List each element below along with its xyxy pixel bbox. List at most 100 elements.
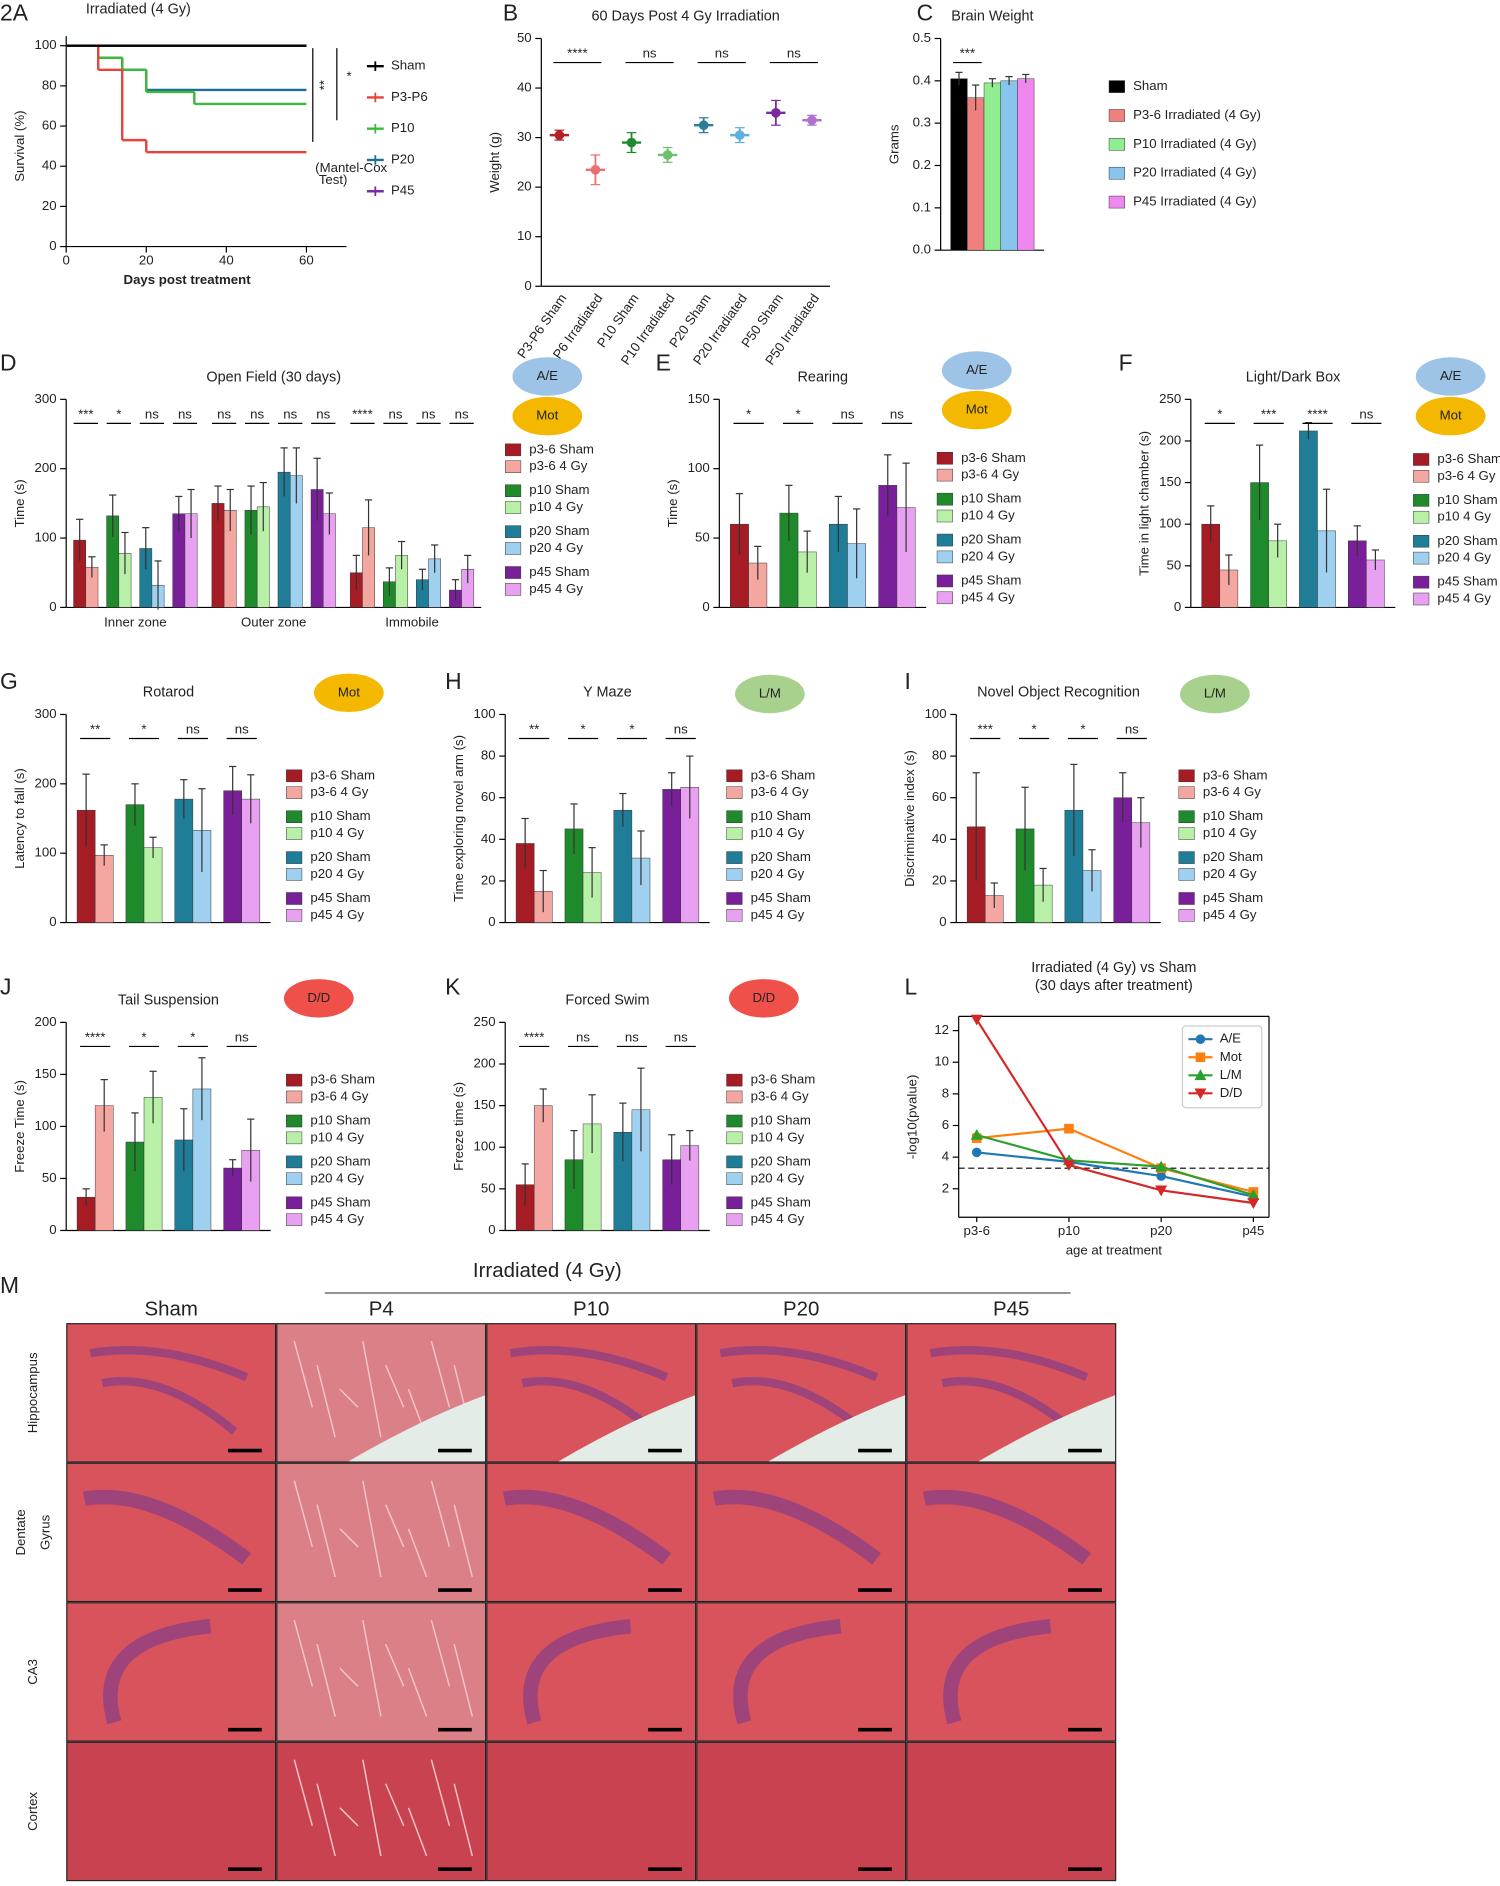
y-tick-label: 250 xyxy=(474,1014,496,1029)
row-label: Cortex xyxy=(25,1792,40,1831)
legend-swatch xyxy=(1413,575,1430,589)
significance-label: *** xyxy=(78,406,93,421)
domain-badge-label: D/D xyxy=(307,990,330,1005)
significance-label: ns xyxy=(625,1030,639,1045)
domain-badge-label: L/M xyxy=(1204,686,1226,701)
domain-badge xyxy=(512,357,583,396)
tissue-gap xyxy=(768,1395,906,1462)
annotation: * xyxy=(346,68,351,83)
y-axis-label: Freeze time (s) xyxy=(451,1082,466,1171)
tissue-streak xyxy=(362,1480,382,1578)
legend-swatch xyxy=(726,1073,743,1087)
y-tick-label: 6 xyxy=(942,1117,949,1132)
domain-badge-label: D/D xyxy=(752,990,775,1005)
x-tick-label: 20 xyxy=(139,253,154,268)
x-tick-label: p20 xyxy=(1150,1223,1172,1238)
tissue-streak xyxy=(362,1340,382,1438)
legend-label: P10 Irradiated (4 Gy) xyxy=(1133,136,1256,151)
legend-label: p45 Sham xyxy=(961,572,1021,587)
legend-label: p45 Sham xyxy=(751,890,811,905)
significance-label: ns xyxy=(576,1030,590,1045)
legend-swatch xyxy=(726,1196,743,1210)
legend-label: p3-6 4 Gy xyxy=(1203,784,1261,799)
legend-swatch xyxy=(1413,453,1430,466)
tissue-image xyxy=(906,1462,1117,1603)
legend-label: D/D xyxy=(1220,1085,1243,1100)
y-axis-label: Time (s) xyxy=(12,479,27,527)
legend-label: p10 4 Gy xyxy=(310,1129,364,1144)
legend-label: p45 4 Gy xyxy=(529,581,583,596)
y-tick-label: 20 xyxy=(517,179,532,194)
legend-swatch xyxy=(936,591,953,605)
cell-layer xyxy=(82,1489,251,1565)
domain-badge xyxy=(1180,674,1250,714)
legend-swatch xyxy=(1108,138,1125,151)
legend-swatch xyxy=(1413,592,1430,606)
x-axis-label: age at treatment xyxy=(1066,1242,1163,1257)
column-header: P20 xyxy=(783,1297,819,1320)
legend-swatch xyxy=(726,1213,743,1226)
legend-swatch xyxy=(286,1172,303,1186)
legend-label: p45 4 Gy xyxy=(1437,590,1491,605)
y-tick-label: 0 xyxy=(488,1222,495,1237)
y-tick-label: 50 xyxy=(1166,557,1181,572)
chart-title: Forced Swim xyxy=(565,993,649,1009)
panel-label: D xyxy=(0,349,17,375)
significance-label: ns xyxy=(890,406,904,421)
y-axis-label: Time (s) xyxy=(665,479,680,527)
legend-label: p20 Sham xyxy=(529,523,589,538)
y-tick-label: 200 xyxy=(474,1056,496,1071)
point xyxy=(1247,1189,1260,1200)
bar xyxy=(1299,430,1318,608)
legend-swatch xyxy=(726,1155,743,1169)
tissue-gap xyxy=(978,1395,1116,1462)
legend-swatch xyxy=(726,892,743,905)
significance-label: ns xyxy=(235,722,249,737)
y-tick-label: 20 xyxy=(42,198,57,213)
y-tick-label: 150 xyxy=(35,1066,57,1081)
y-tick-label: 30 xyxy=(517,129,532,144)
panel-label: G xyxy=(0,668,18,694)
y-axis-label: Discriminative index (s) xyxy=(902,750,917,887)
tissue-streak xyxy=(430,1759,451,1827)
cell-layer xyxy=(943,1619,1052,1725)
legend-label: p10 4 Gy xyxy=(751,1129,805,1144)
y-tick-label: 40 xyxy=(42,158,57,173)
tissue-streak xyxy=(293,1619,313,1687)
point xyxy=(970,1014,983,1026)
panel-label: C xyxy=(917,0,934,25)
tissue-image xyxy=(486,1741,697,1882)
point xyxy=(970,1128,983,1140)
y-tick-label: 50 xyxy=(695,530,710,545)
legend-swatch xyxy=(504,443,522,457)
chart-title: Brain Weight xyxy=(951,9,1033,25)
significance-label: *** xyxy=(1261,406,1276,421)
y-tick-label: 2 xyxy=(942,1180,949,1195)
legend-label: p10 Sham xyxy=(1437,492,1497,507)
legend-label: p20 4 Gy xyxy=(751,1170,805,1185)
cell-layer xyxy=(719,1345,879,1435)
domain-badge-label: Mot xyxy=(966,402,988,417)
bar xyxy=(983,82,1001,251)
point xyxy=(1194,1088,1207,1100)
legend-label: L/M xyxy=(1220,1067,1242,1082)
domain-badge xyxy=(283,979,354,1018)
legend-swatch xyxy=(1108,80,1125,93)
tissue-streak xyxy=(339,1388,359,1408)
tissue-streak xyxy=(430,1340,451,1408)
y-tick-label: 0.4 xyxy=(913,72,931,87)
y-tick-label: 10 xyxy=(517,228,532,243)
tissue-streak xyxy=(407,1807,428,1857)
panel-label: I xyxy=(905,668,911,694)
domain-badge-label: A/E xyxy=(966,362,987,377)
y-axis-label: Freeze Time (s) xyxy=(12,1080,27,1173)
y-tick-label: 10 xyxy=(934,1054,949,1069)
legend-label: p10 Sham xyxy=(961,491,1021,506)
y-tick-label: 0.0 xyxy=(913,242,931,257)
legend-label: Sham xyxy=(391,58,426,73)
legend-label: p10 4 Gy xyxy=(529,499,583,514)
section-title: Irradiated (4 Gy) xyxy=(473,1259,622,1282)
tissue-streak xyxy=(316,1504,336,1578)
bar xyxy=(613,809,633,923)
tissue-streak xyxy=(339,1807,359,1827)
